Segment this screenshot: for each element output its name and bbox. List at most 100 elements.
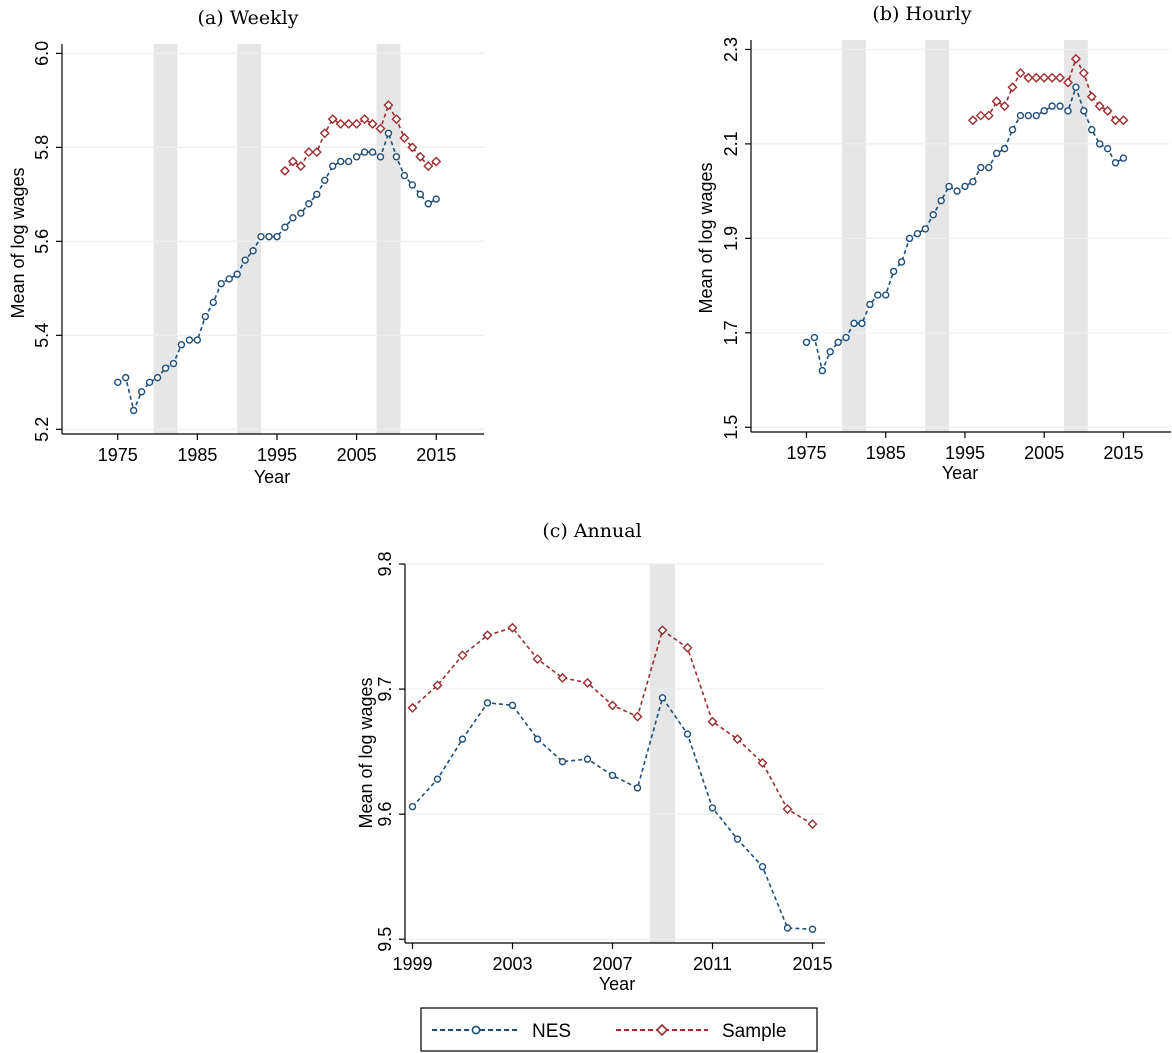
weekly-x-tick-label-4: 2015 xyxy=(416,445,456,465)
x-axis-title-weekly: Year xyxy=(254,467,290,487)
annual-point-sample-2011 xyxy=(707,716,718,727)
hourly-point-nes-1983 xyxy=(866,300,874,309)
weekly-point-nes-2003 xyxy=(336,157,345,166)
hourly-point-nes-1987 xyxy=(897,258,906,266)
hourly-y-tick-label-3: 2.1 xyxy=(721,131,741,156)
hourly-point-nes-1978 xyxy=(826,348,834,356)
weekly-point-nes-1978 xyxy=(137,388,146,396)
weekly-point-nes-2015 xyxy=(432,195,440,203)
weekly-x-tick-label-1: 1985 xyxy=(177,445,217,465)
weekly-recession-band-0 xyxy=(153,44,178,434)
weekly-point-nes-2006 xyxy=(360,148,369,156)
legend-item-sample: Sample xyxy=(616,1021,786,1042)
annual-point-sample-2004 xyxy=(532,654,543,665)
annual-point-sample-2006 xyxy=(582,677,593,688)
weekly-point-nes-1979 xyxy=(145,378,154,387)
weekly-point-sample-2012 xyxy=(407,142,418,153)
annual-x-tick-label-4: 2015 xyxy=(792,954,832,974)
annual-y-tick-label-2: 9.7 xyxy=(375,677,395,702)
panel-hourly: (b) Hourly Mean of log wages Year 1.5 1.7… xyxy=(696,3,1171,483)
weekly-point-sample-1999 xyxy=(303,147,314,158)
weekly-x-tick-label-2: 1995 xyxy=(257,445,297,465)
weekly-point-nes-2014 xyxy=(424,200,432,208)
legend: NES Sample xyxy=(420,1007,818,1052)
hourly-point-nes-1990 xyxy=(921,225,930,233)
weekly-point-sample-2006 xyxy=(359,114,370,125)
hourly-recession-band-2 xyxy=(1064,40,1088,432)
weekly-point-nes-1980 xyxy=(153,373,162,382)
annual-point-sample-2000 xyxy=(432,680,443,691)
weekly-point-nes-1977 xyxy=(129,406,138,415)
hourly-point-sample-1998 xyxy=(983,110,994,121)
hourly-point-nes-2013 xyxy=(1103,144,1112,153)
annual-point-sample-2007 xyxy=(607,700,618,711)
weekly-point-nes-1985 xyxy=(193,336,202,344)
hourly-point-nes-1980 xyxy=(842,333,850,342)
panel-title-annual: (c) Annual xyxy=(542,520,641,542)
annual-recession-band-0 xyxy=(650,564,675,943)
annual-point-sample-2009 xyxy=(657,625,668,636)
annual-point-nes-2004 xyxy=(533,735,542,743)
weekly-point-sample-1998 xyxy=(295,161,306,172)
hourly-point-nes-1999 xyxy=(992,149,1001,158)
weekly-point-nes-2001 xyxy=(321,176,329,184)
annual-point-sample-2010 xyxy=(682,642,693,653)
weekly-point-sample-2003 xyxy=(335,118,346,129)
weekly-point-nes-2011 xyxy=(400,171,409,180)
hourly-point-nes-2002 xyxy=(1016,111,1025,120)
weekly-point-sample-2013 xyxy=(415,151,426,162)
hourly-point-sample-2009 xyxy=(1070,53,1081,64)
hourly-point-nes-2009 xyxy=(1072,83,1080,91)
hourly-point-sample-2007 xyxy=(1055,72,1066,83)
hourly-point-nes-2007 xyxy=(1056,102,1064,110)
weekly-point-sample-2011 xyxy=(399,132,410,143)
hourly-point-nes-1997 xyxy=(977,163,985,172)
hourly-point-nes-2005 xyxy=(1040,107,1048,115)
hourly-point-sample-2008 xyxy=(1062,77,1073,88)
weekly-point-nes-1986 xyxy=(201,312,210,321)
annual-series-line-sample xyxy=(411,626,813,825)
hourly-point-sample-2005 xyxy=(1039,72,1050,83)
annual-point-nes-2012 xyxy=(733,835,742,843)
hourly-y-tick-label-4: 2.3 xyxy=(721,37,741,62)
weekly-point-nes-2007 xyxy=(368,148,377,156)
hourly-point-nes-1981 xyxy=(850,319,858,328)
annual-point-nes-2014 xyxy=(783,924,792,932)
weekly-point-nes-1996 xyxy=(281,223,289,231)
hourly-point-nes-1989 xyxy=(913,229,922,238)
annual-point-nes-2013 xyxy=(758,862,767,871)
annual-point-sample-2001 xyxy=(457,650,468,661)
weekly-point-nes-1998 xyxy=(297,209,305,217)
weekly-point-sample-2005 xyxy=(351,118,362,129)
weekly-point-sample-2001 xyxy=(319,128,330,139)
weekly-point-nes-2008 xyxy=(376,153,385,161)
hourly-point-sample-2015 xyxy=(1118,115,1129,126)
legend-label-nes: NES xyxy=(532,1021,571,1042)
hourly-point-nes-1975 xyxy=(802,338,811,346)
annual-series-line-nes xyxy=(411,695,813,930)
hourly-point-sample-2014 xyxy=(1110,115,1121,126)
hourly-point-nes-1991 xyxy=(929,211,937,219)
weekly-y-tick-label-2: 5.6 xyxy=(32,229,52,254)
hourly-y-tick-label-1: 1.7 xyxy=(721,320,741,345)
annual-y-tick-label-1: 9.6 xyxy=(375,802,395,827)
weekly-point-sample-2008 xyxy=(375,123,386,134)
hourly-point-nes-2003 xyxy=(1024,111,1033,120)
panel-weekly: (a) Weekly Mean of log wages Year 5.2 5.4… xyxy=(8,7,484,487)
hourly-point-sample-1996 xyxy=(967,115,978,126)
annual-point-sample-2008 xyxy=(632,711,643,722)
hourly-point-sample-2003 xyxy=(1023,72,1034,83)
legend-label-sample: Sample xyxy=(722,1021,786,1042)
hourly-point-sample-2013 xyxy=(1102,105,1113,116)
weekly-point-nes-2002 xyxy=(329,162,337,170)
hourly-point-sample-2011 xyxy=(1086,91,1097,102)
annual-y-tick-label-0: 9.5 xyxy=(375,927,395,952)
annual-point-nes-1999 xyxy=(408,802,417,811)
hourly-point-nes-1985 xyxy=(882,291,890,299)
hourly-point-sample-1997 xyxy=(975,110,986,121)
hourly-point-sample-1999 xyxy=(991,96,1002,107)
weekly-point-sample-2009 xyxy=(383,100,394,111)
hourly-x-tick-label-2: 1995 xyxy=(945,443,985,463)
weekly-recession-band-1 xyxy=(237,44,262,434)
annual-x-tick-label-0: 1999 xyxy=(392,954,432,974)
